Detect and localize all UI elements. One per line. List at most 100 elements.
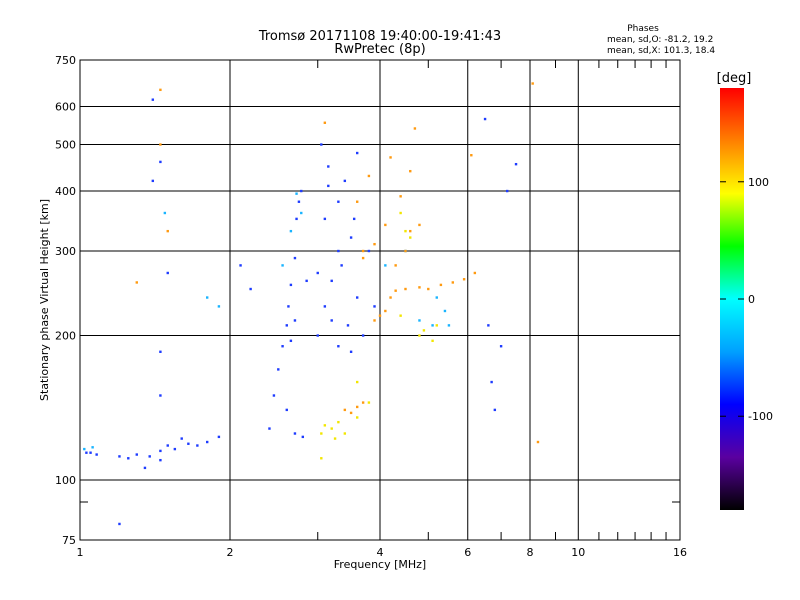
data-point xyxy=(418,286,421,289)
data-point xyxy=(295,217,298,221)
data-point xyxy=(404,229,407,233)
data-point xyxy=(384,264,387,267)
data-point xyxy=(473,271,477,275)
data-point xyxy=(159,88,162,92)
data-point xyxy=(439,283,443,287)
data-point xyxy=(389,156,392,159)
data-point xyxy=(289,229,293,233)
data-point xyxy=(349,236,353,239)
data-point xyxy=(337,249,340,253)
x-tick-label: 6 xyxy=(464,546,471,559)
data-point xyxy=(143,466,147,470)
y-tick-label: 300 xyxy=(55,245,76,258)
stats-line-x: mean, sd,X: 101.3, 18.4 xyxy=(607,46,715,56)
data-point xyxy=(352,217,356,221)
data-point xyxy=(277,368,280,371)
data-point xyxy=(316,334,319,337)
data-point xyxy=(285,408,288,412)
data-point xyxy=(447,324,451,327)
x-tick-label: 4 xyxy=(377,546,384,559)
data-point xyxy=(435,296,438,299)
data-point xyxy=(514,162,518,166)
data-point xyxy=(367,174,371,178)
data-point xyxy=(159,458,162,462)
data-point xyxy=(330,319,333,322)
y-axis-label: Stationary phase Virtual Height [km] xyxy=(38,199,51,401)
x-tick-label: 16 xyxy=(673,546,687,559)
data-point xyxy=(435,324,438,327)
data-point xyxy=(349,350,353,353)
data-point xyxy=(536,440,540,444)
data-point xyxy=(462,278,466,281)
data-point xyxy=(205,440,209,444)
data-point xyxy=(272,394,276,397)
data-point xyxy=(367,401,371,404)
data-point xyxy=(490,380,493,384)
scatter-points xyxy=(83,82,540,526)
data-point xyxy=(305,279,308,283)
data-point xyxy=(483,117,487,121)
grid-layer xyxy=(79,59,681,541)
data-point xyxy=(316,271,319,275)
data-point xyxy=(451,281,455,284)
data-point xyxy=(151,179,155,183)
data-point xyxy=(349,411,353,415)
data-point xyxy=(431,324,434,327)
data-point xyxy=(159,394,162,397)
data-point xyxy=(418,223,421,227)
data-point xyxy=(323,305,327,308)
x-tick-label: 10 xyxy=(571,546,585,559)
data-point xyxy=(300,189,303,193)
data-point xyxy=(127,457,130,460)
data-point xyxy=(287,305,290,308)
data-point xyxy=(389,296,392,299)
data-point xyxy=(159,449,162,453)
data-point xyxy=(173,447,177,451)
data-point xyxy=(355,405,359,409)
data-point xyxy=(361,334,365,337)
data-point xyxy=(295,192,298,195)
y-tick-label: 400 xyxy=(55,185,76,198)
data-point xyxy=(289,339,293,343)
data-point xyxy=(95,453,98,456)
data-point xyxy=(418,319,421,322)
data-point xyxy=(333,437,337,440)
data-point xyxy=(118,455,121,458)
data-point xyxy=(394,264,397,267)
data-point xyxy=(217,435,221,439)
chart-subtitle: RwPretec (8p) xyxy=(334,42,425,57)
colorbar-label: [deg] xyxy=(717,71,752,86)
data-point xyxy=(300,211,303,215)
data-point xyxy=(355,296,359,299)
data-point xyxy=(499,345,503,348)
data-point xyxy=(163,211,167,215)
data-point xyxy=(327,165,330,168)
data-point xyxy=(330,279,333,283)
colorbar-tick-label: -100 xyxy=(748,410,773,423)
data-point xyxy=(443,309,447,313)
y-tick-label: 75 xyxy=(62,534,76,547)
data-point xyxy=(343,179,347,183)
colorbar-tick-label: 100 xyxy=(748,176,769,189)
data-point xyxy=(249,287,252,291)
data-point xyxy=(323,121,327,124)
data-point xyxy=(337,345,340,348)
data-point xyxy=(487,324,490,327)
data-point xyxy=(355,380,359,384)
y-tick-label: 500 xyxy=(55,139,76,152)
data-point xyxy=(89,451,92,454)
data-point xyxy=(409,236,412,239)
data-point xyxy=(196,444,199,447)
data-point xyxy=(337,420,340,424)
data-point xyxy=(323,217,327,221)
colorbar-tick-label: 0 xyxy=(748,293,755,306)
data-point xyxy=(281,264,284,267)
data-point xyxy=(337,200,340,203)
data-point xyxy=(83,447,86,451)
data-point xyxy=(91,446,94,449)
data-point xyxy=(205,296,209,299)
data-point xyxy=(135,281,138,284)
colorbar-ticks: 100 0 -100 xyxy=(720,176,773,423)
data-point xyxy=(151,98,155,101)
